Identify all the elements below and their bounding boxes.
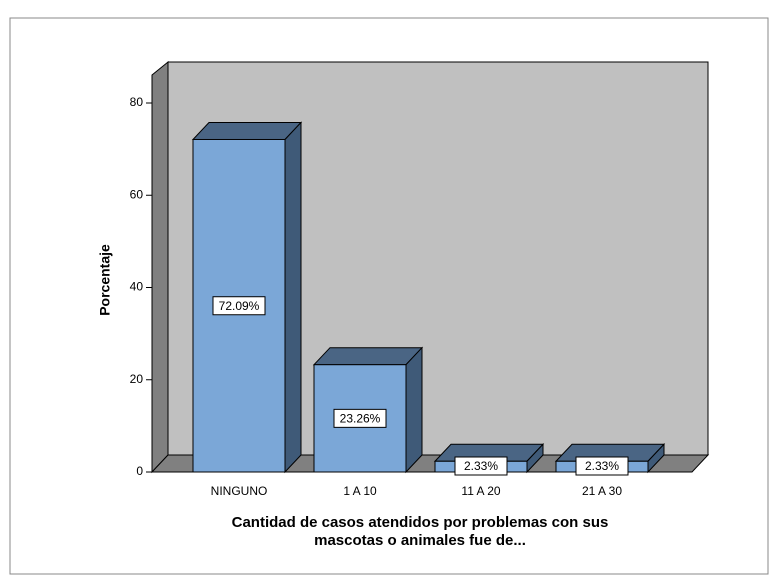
bar-side <box>405 346 423 474</box>
y-tick-label: 80 <box>130 95 144 109</box>
bar-top <box>191 121 303 140</box>
x-axis-label: Cantidad de casos atendidos por problema… <box>232 514 609 531</box>
value-label: 2.33% <box>585 459 619 473</box>
bar-side <box>284 121 302 474</box>
y-tick-label: 20 <box>130 372 144 386</box>
value-label: 2.33% <box>464 459 498 473</box>
y-tick-label: 60 <box>130 187 144 201</box>
side-wall <box>151 60 169 474</box>
x-tick-label: 11 A 20 <box>461 484 500 498</box>
y-tick-label: 0 <box>136 464 143 478</box>
value-label-box <box>454 456 508 476</box>
bar <box>191 121 303 474</box>
x-tick-label: 1 A 10 <box>343 484 377 498</box>
y-tick-label: 40 <box>130 280 144 294</box>
value-label-box <box>212 296 266 316</box>
value-label-box <box>333 408 387 428</box>
x-tick-label: 21 A 30 <box>582 484 622 498</box>
value-label-box <box>575 456 629 476</box>
value-label: 72.09% <box>219 299 260 313</box>
value-label: 23.26% <box>340 412 381 426</box>
x-tick-label: NINGUNO <box>211 484 268 498</box>
x-axis-label: mascotas o animales fue de... <box>314 532 526 549</box>
bar-top <box>312 347 424 366</box>
y-axis-label: Porcentaje <box>97 244 113 316</box>
bar <box>312 346 424 474</box>
